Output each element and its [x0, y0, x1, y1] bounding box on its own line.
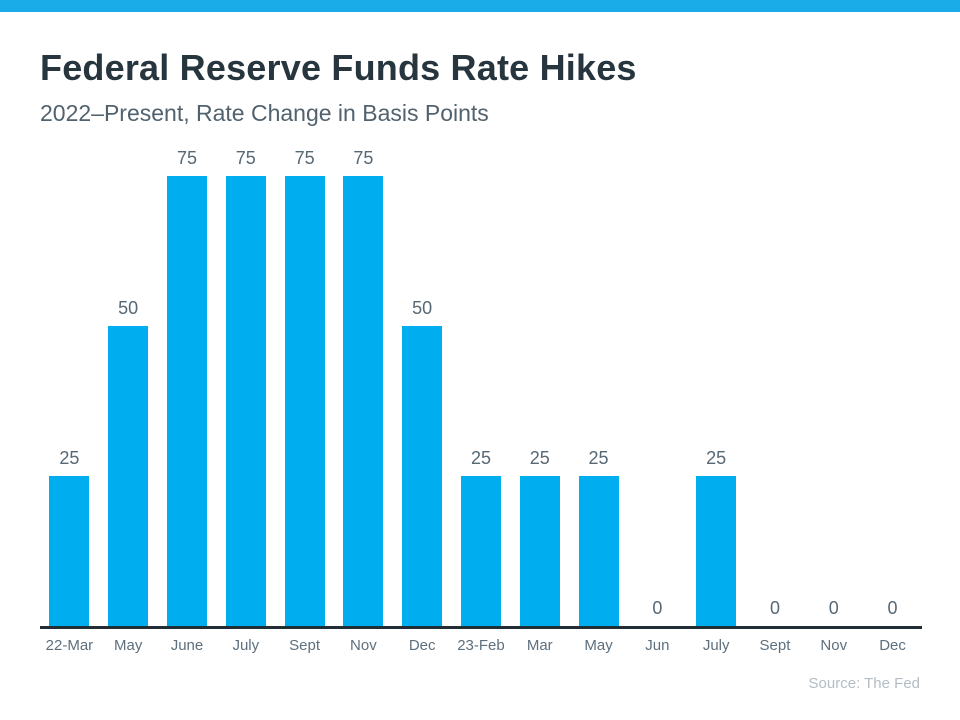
bar-value-label: 25	[706, 447, 727, 468]
x-axis-label: 23-Feb	[457, 636, 505, 654]
bar-column: 25	[40, 449, 99, 626]
bar-column: 50	[393, 299, 452, 626]
x-axis-label: Sept	[759, 636, 791, 654]
x-axis-label: Jun	[645, 636, 670, 654]
bar	[696, 475, 737, 626]
bar-value-label: 50	[118, 297, 139, 318]
bar-value-label: 75	[294, 147, 315, 168]
bar-column: 0	[804, 599, 863, 626]
bar-column: 0	[863, 599, 922, 626]
source-note: Source: The Fed	[808, 674, 920, 692]
bar-column: 75	[158, 149, 217, 626]
bar	[166, 175, 207, 626]
x-axis-label: May	[584, 636, 613, 654]
bar	[402, 325, 443, 626]
bar	[519, 475, 560, 626]
chart-title: Federal Reserve Funds Rate Hikes	[40, 47, 637, 88]
chart-subtitle: 2022–Present, Rate Change in Basis Point…	[40, 99, 489, 126]
bar-value-label: 25	[470, 447, 491, 468]
bar	[284, 175, 325, 626]
bar-value-label: 50	[412, 297, 433, 318]
bar-column: 25	[510, 449, 569, 626]
bar-column: 25	[569, 449, 628, 626]
bar-column: 0	[746, 599, 805, 626]
x-axis-label: July	[232, 636, 260, 654]
chart-header: Federal Reserve Funds Rate Hikes 2022–Pr…	[40, 48, 920, 127]
x-axis-label: Nov	[820, 636, 848, 654]
bar-column: 75	[275, 149, 334, 626]
bar-column: 0	[628, 599, 687, 626]
bar-value-label: 0	[652, 597, 663, 618]
bar-column: 25	[687, 449, 746, 626]
x-axis-labels: 22-Mar May June July Sept Nov Dec 23-Feb Mar May J…	[40, 638, 922, 653]
x-axis-label: Mar	[526, 636, 553, 654]
x-axis-label: July	[702, 636, 730, 654]
bar	[108, 325, 149, 626]
bar-column: 75	[334, 149, 393, 626]
bar-value-label: 0	[887, 597, 898, 618]
bar-value-label: 75	[353, 147, 374, 168]
x-axis-label: 22-Mar	[45, 636, 94, 654]
bar	[460, 475, 501, 626]
bar	[343, 175, 384, 626]
bar-column: 25	[452, 449, 511, 626]
x-axis-label: June	[170, 636, 204, 654]
bar-value-label: 25	[588, 447, 609, 468]
bar-column: 50	[99, 299, 158, 626]
bar-value-label: 0	[769, 597, 780, 618]
bar-value-label: 25	[529, 447, 550, 468]
bar-value-label: 75	[235, 147, 256, 168]
bar-value-label: 0	[828, 597, 839, 618]
x-axis-label: Nov	[350, 636, 377, 654]
x-axis-label: Dec	[408, 636, 436, 654]
bar	[578, 475, 619, 626]
bar	[225, 175, 266, 626]
x-axis-label: May	[114, 636, 143, 654]
bar-value-label: 75	[176, 147, 197, 168]
x-axis-label: Dec	[879, 636, 906, 654]
bar-value-label: 25	[59, 447, 80, 468]
x-axis-label: Sept	[289, 636, 321, 654]
plot-area: 25 50 75 75 75 75 50 25 25 25 0 25 0 0 0	[40, 127, 922, 629]
bar-column: 75	[216, 149, 275, 626]
bar-chart: 25 50 75 75 75 75 50 25 25 25 0 25 0 0 0 22-Mar May June…	[40, 127, 922, 653]
bar	[49, 475, 90, 626]
top-accent-bar	[0, 0, 960, 12]
